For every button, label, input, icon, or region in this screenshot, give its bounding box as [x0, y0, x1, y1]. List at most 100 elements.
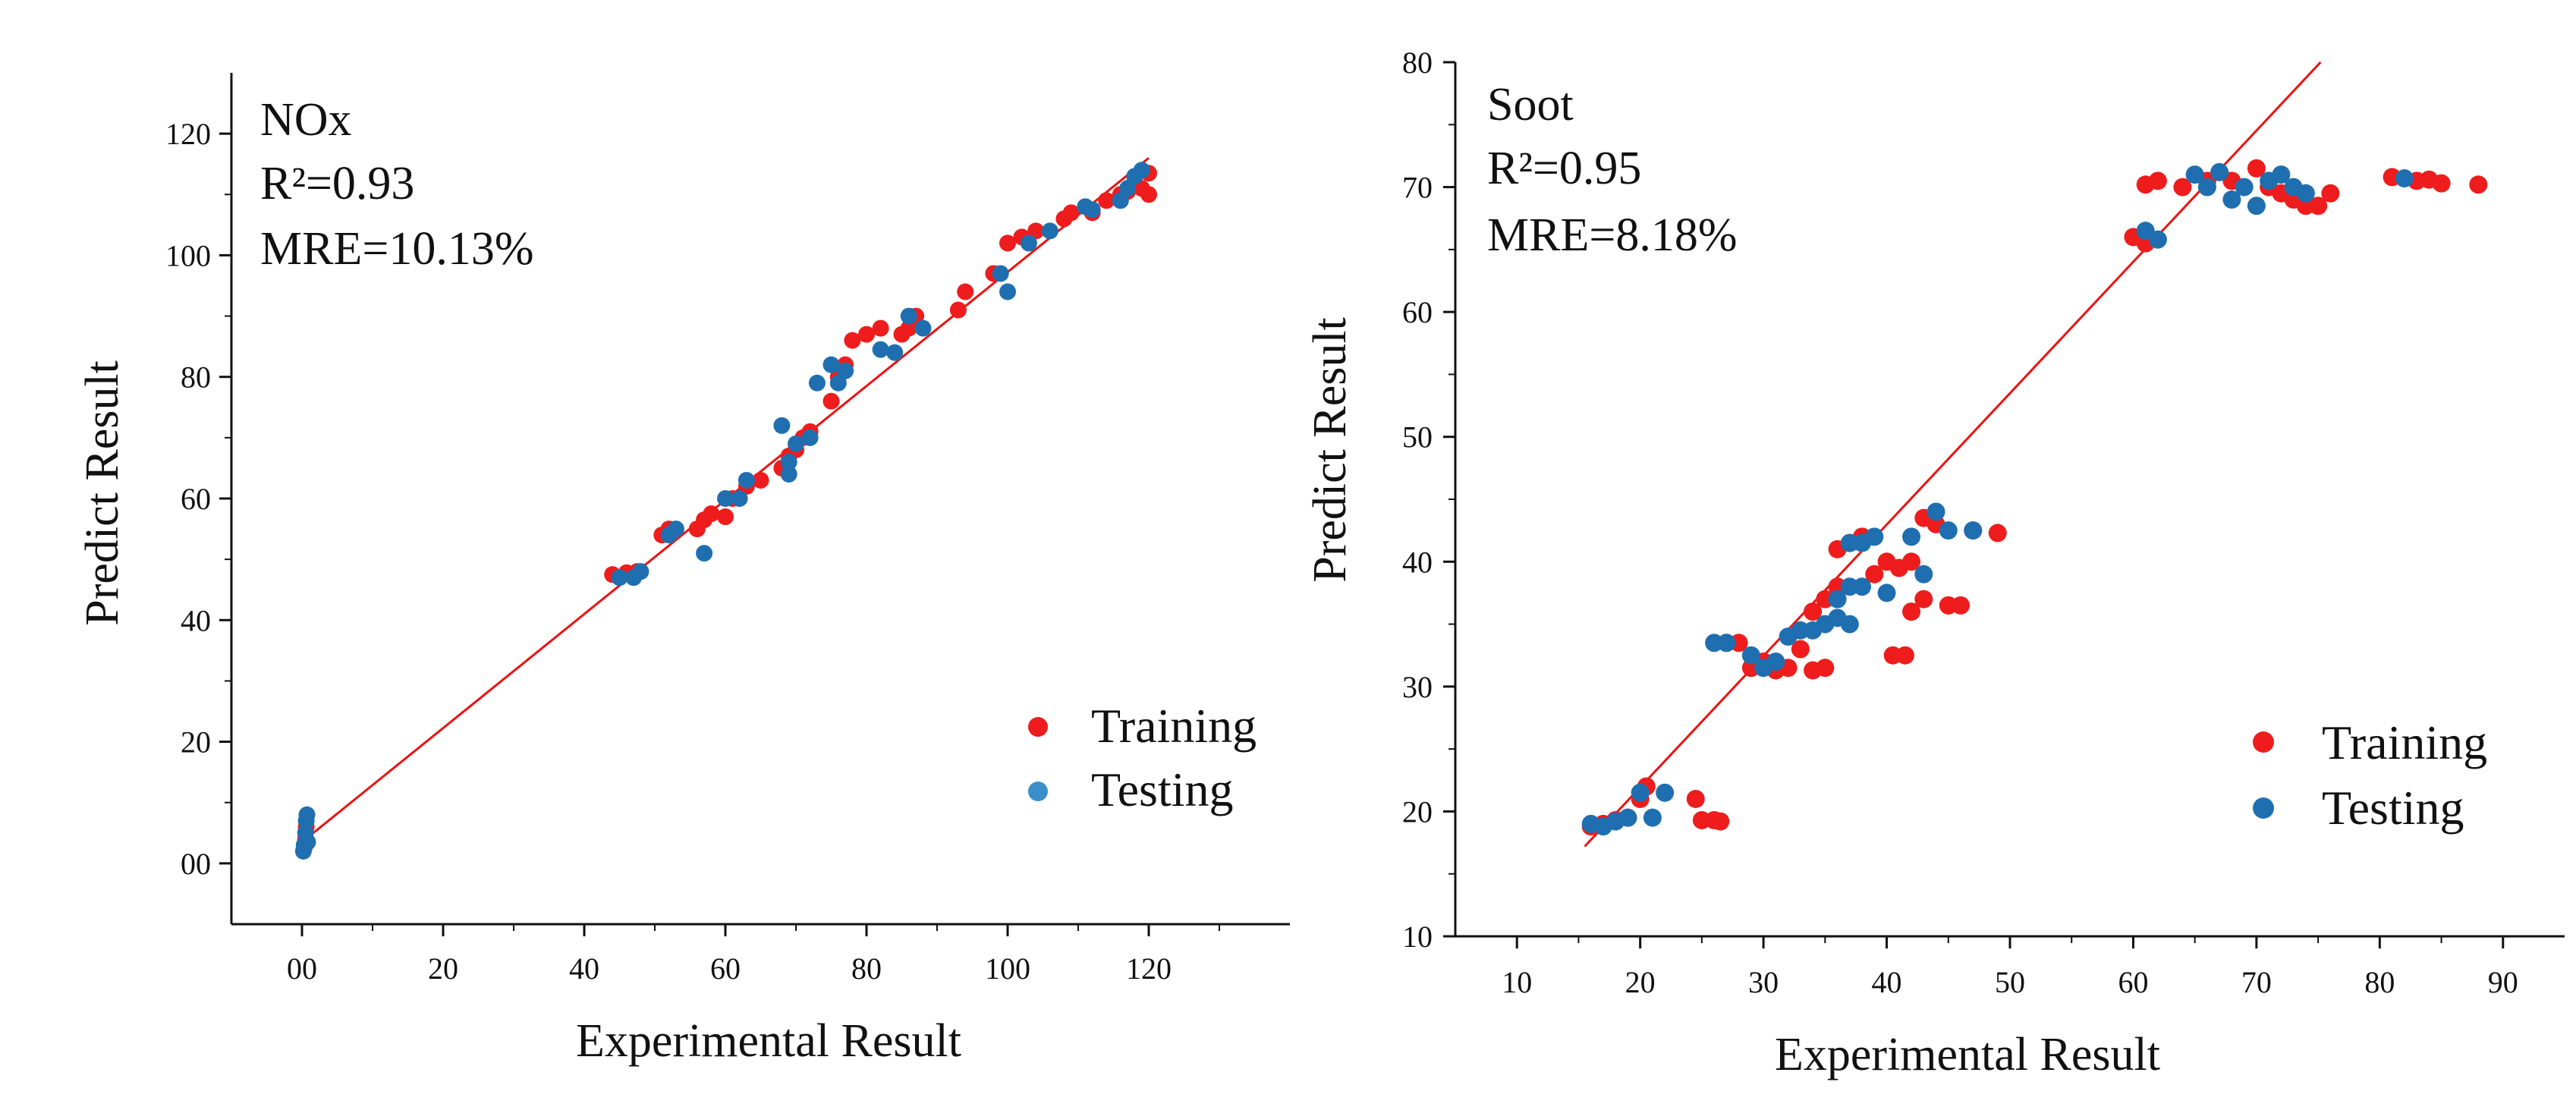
nox-testing-point: [1020, 234, 1037, 252]
soot-y-tick-label: 80: [1402, 46, 1433, 80]
soot-testing-point: [2197, 178, 2216, 197]
soot-x-tick-label: 10: [1502, 965, 1532, 999]
soot-testing-point: [1656, 783, 1675, 802]
soot-legend-testing-marker: [2253, 797, 2274, 819]
nox-testing-point: [872, 341, 889, 358]
nox-training-point: [717, 508, 734, 526]
nox-testing-point: [788, 435, 804, 452]
nox-testing-point: [1041, 222, 1058, 240]
nox-testing-point: [611, 569, 628, 587]
soot-training-point: [1952, 596, 1971, 615]
soot-y-tick-label: 50: [1402, 420, 1433, 454]
nox-legend-training-label: Training: [1091, 699, 1257, 753]
soot-y-tick-label: 10: [1402, 920, 1433, 954]
soot-x-tick-label: 50: [1995, 965, 2025, 999]
nox-y-tick-label: 40: [181, 603, 211, 637]
nox-testing-point: [837, 362, 854, 379]
nox-testing-point: [801, 429, 819, 446]
nox-y-tick-label: 100: [165, 238, 211, 272]
soot-testing-point: [2247, 197, 2266, 215]
soot-testing-point: [2235, 178, 2254, 197]
soot-testing-point: [1741, 646, 1760, 665]
nox-testing-point: [1119, 180, 1137, 197]
soot-testing-point: [2272, 165, 2291, 184]
soot-training-point: [2173, 178, 2192, 197]
soot-training-point: [1791, 640, 1810, 659]
soot-testing-point: [1865, 527, 1884, 546]
nox-testing-point: [1084, 201, 1101, 219]
nox-training-point: [858, 326, 875, 343]
soot-testing-point: [2222, 190, 2241, 209]
soot-training-point: [1902, 602, 1921, 621]
soot-x-tick-label: 30: [1748, 965, 1779, 999]
nox-title: NOx: [260, 94, 352, 146]
soot-testing-point: [1914, 565, 1933, 583]
nox-training-point: [1140, 186, 1157, 203]
soot-testing-point: [1766, 652, 1785, 671]
soot-x-axis-title: Experimental Result: [1775, 1029, 2160, 1080]
soot-testing-point: [1877, 583, 1896, 602]
soot-training-point: [1816, 659, 1835, 678]
nox-training-point: [752, 471, 769, 489]
nox-testing-point: [822, 356, 840, 373]
soot-training-point: [2432, 174, 2451, 193]
soot-testing-point: [2210, 162, 2229, 181]
nox-testing-point: [780, 453, 797, 470]
soot-x-tick-label: 70: [2241, 965, 2272, 999]
nox-y-axis-title: Predict Result: [77, 360, 128, 626]
soot-testing-point: [1828, 590, 1847, 609]
nox-x-tick-label: 20: [428, 951, 458, 986]
soot-training-point: [1711, 812, 1730, 831]
nox-r2: R²=0.93: [260, 158, 414, 209]
nox-testing-point: [999, 283, 1016, 300]
nox-testing-point: [1112, 192, 1129, 209]
nox-training-point: [872, 319, 889, 337]
nox-testing-point: [900, 307, 917, 325]
nox-training-point: [822, 392, 840, 410]
soot-testing-point: [2148, 230, 2167, 249]
soot-training-point: [2247, 159, 2266, 178]
soot-r2: R²=0.95: [1487, 143, 1641, 194]
nox-training-point: [949, 301, 967, 319]
nox-y-tick-label: 00: [181, 847, 211, 881]
nox-x-tick-label: 60: [710, 951, 741, 986]
nox-mre: MRE=10.13%: [260, 223, 533, 275]
soot-legend-training-marker: [2253, 731, 2274, 753]
nox-y-tick-label: 60: [181, 482, 211, 516]
nox-x-tick-label: 40: [569, 951, 599, 986]
soot-testing-point: [1853, 577, 1872, 596]
nox-testing-point: [667, 521, 684, 538]
soot-ticks: 10 20 30 40 50 60 70 80 90 10 20 30 40 50 60 70 80: [1402, 46, 2518, 999]
nox-training-point: [1098, 192, 1115, 209]
nox-testing-point: [738, 471, 755, 489]
soot-testing-point: [1631, 783, 1650, 802]
soot-training-point: [2309, 197, 2328, 215]
soot-training-point: [1895, 646, 1914, 665]
nox-testing-point: [992, 265, 1009, 282]
nox-training-point: [844, 332, 861, 349]
nox-testing-point: [773, 417, 791, 434]
soot-x-tick-label: 40: [1872, 965, 1902, 999]
soot-training-point: [1902, 552, 1921, 571]
nox-legend-testing-marker: [1028, 782, 1048, 801]
soot-testing-point: [2185, 165, 2204, 184]
nox-testing-point: [299, 833, 316, 851]
soot-training-point: [1804, 602, 1823, 621]
nox-testing-point: [298, 806, 316, 823]
soot-y-tick-label: 70: [1402, 171, 1433, 205]
soot-y-tick-label: 30: [1402, 670, 1433, 704]
soot-testing-point: [1964, 521, 1983, 540]
nox-training-point: [1062, 204, 1080, 222]
soot-mre: MRE=8.18%: [1487, 209, 1737, 261]
soot-legend-testing-label: Testing: [2322, 781, 2464, 835]
nox-testing-point: [886, 344, 904, 361]
nox-x-tick-label: 120: [1126, 951, 1172, 986]
nox-training-point: [999, 234, 1016, 252]
soot-x-tick-label: 20: [1625, 965, 1656, 999]
nox-testing-point: [696, 545, 713, 562]
nox-testing-point: [914, 319, 932, 337]
soot-title: Soot: [1487, 79, 1574, 131]
soot-testing-point: [1840, 615, 1859, 634]
soot-testing-point: [2296, 184, 2315, 203]
